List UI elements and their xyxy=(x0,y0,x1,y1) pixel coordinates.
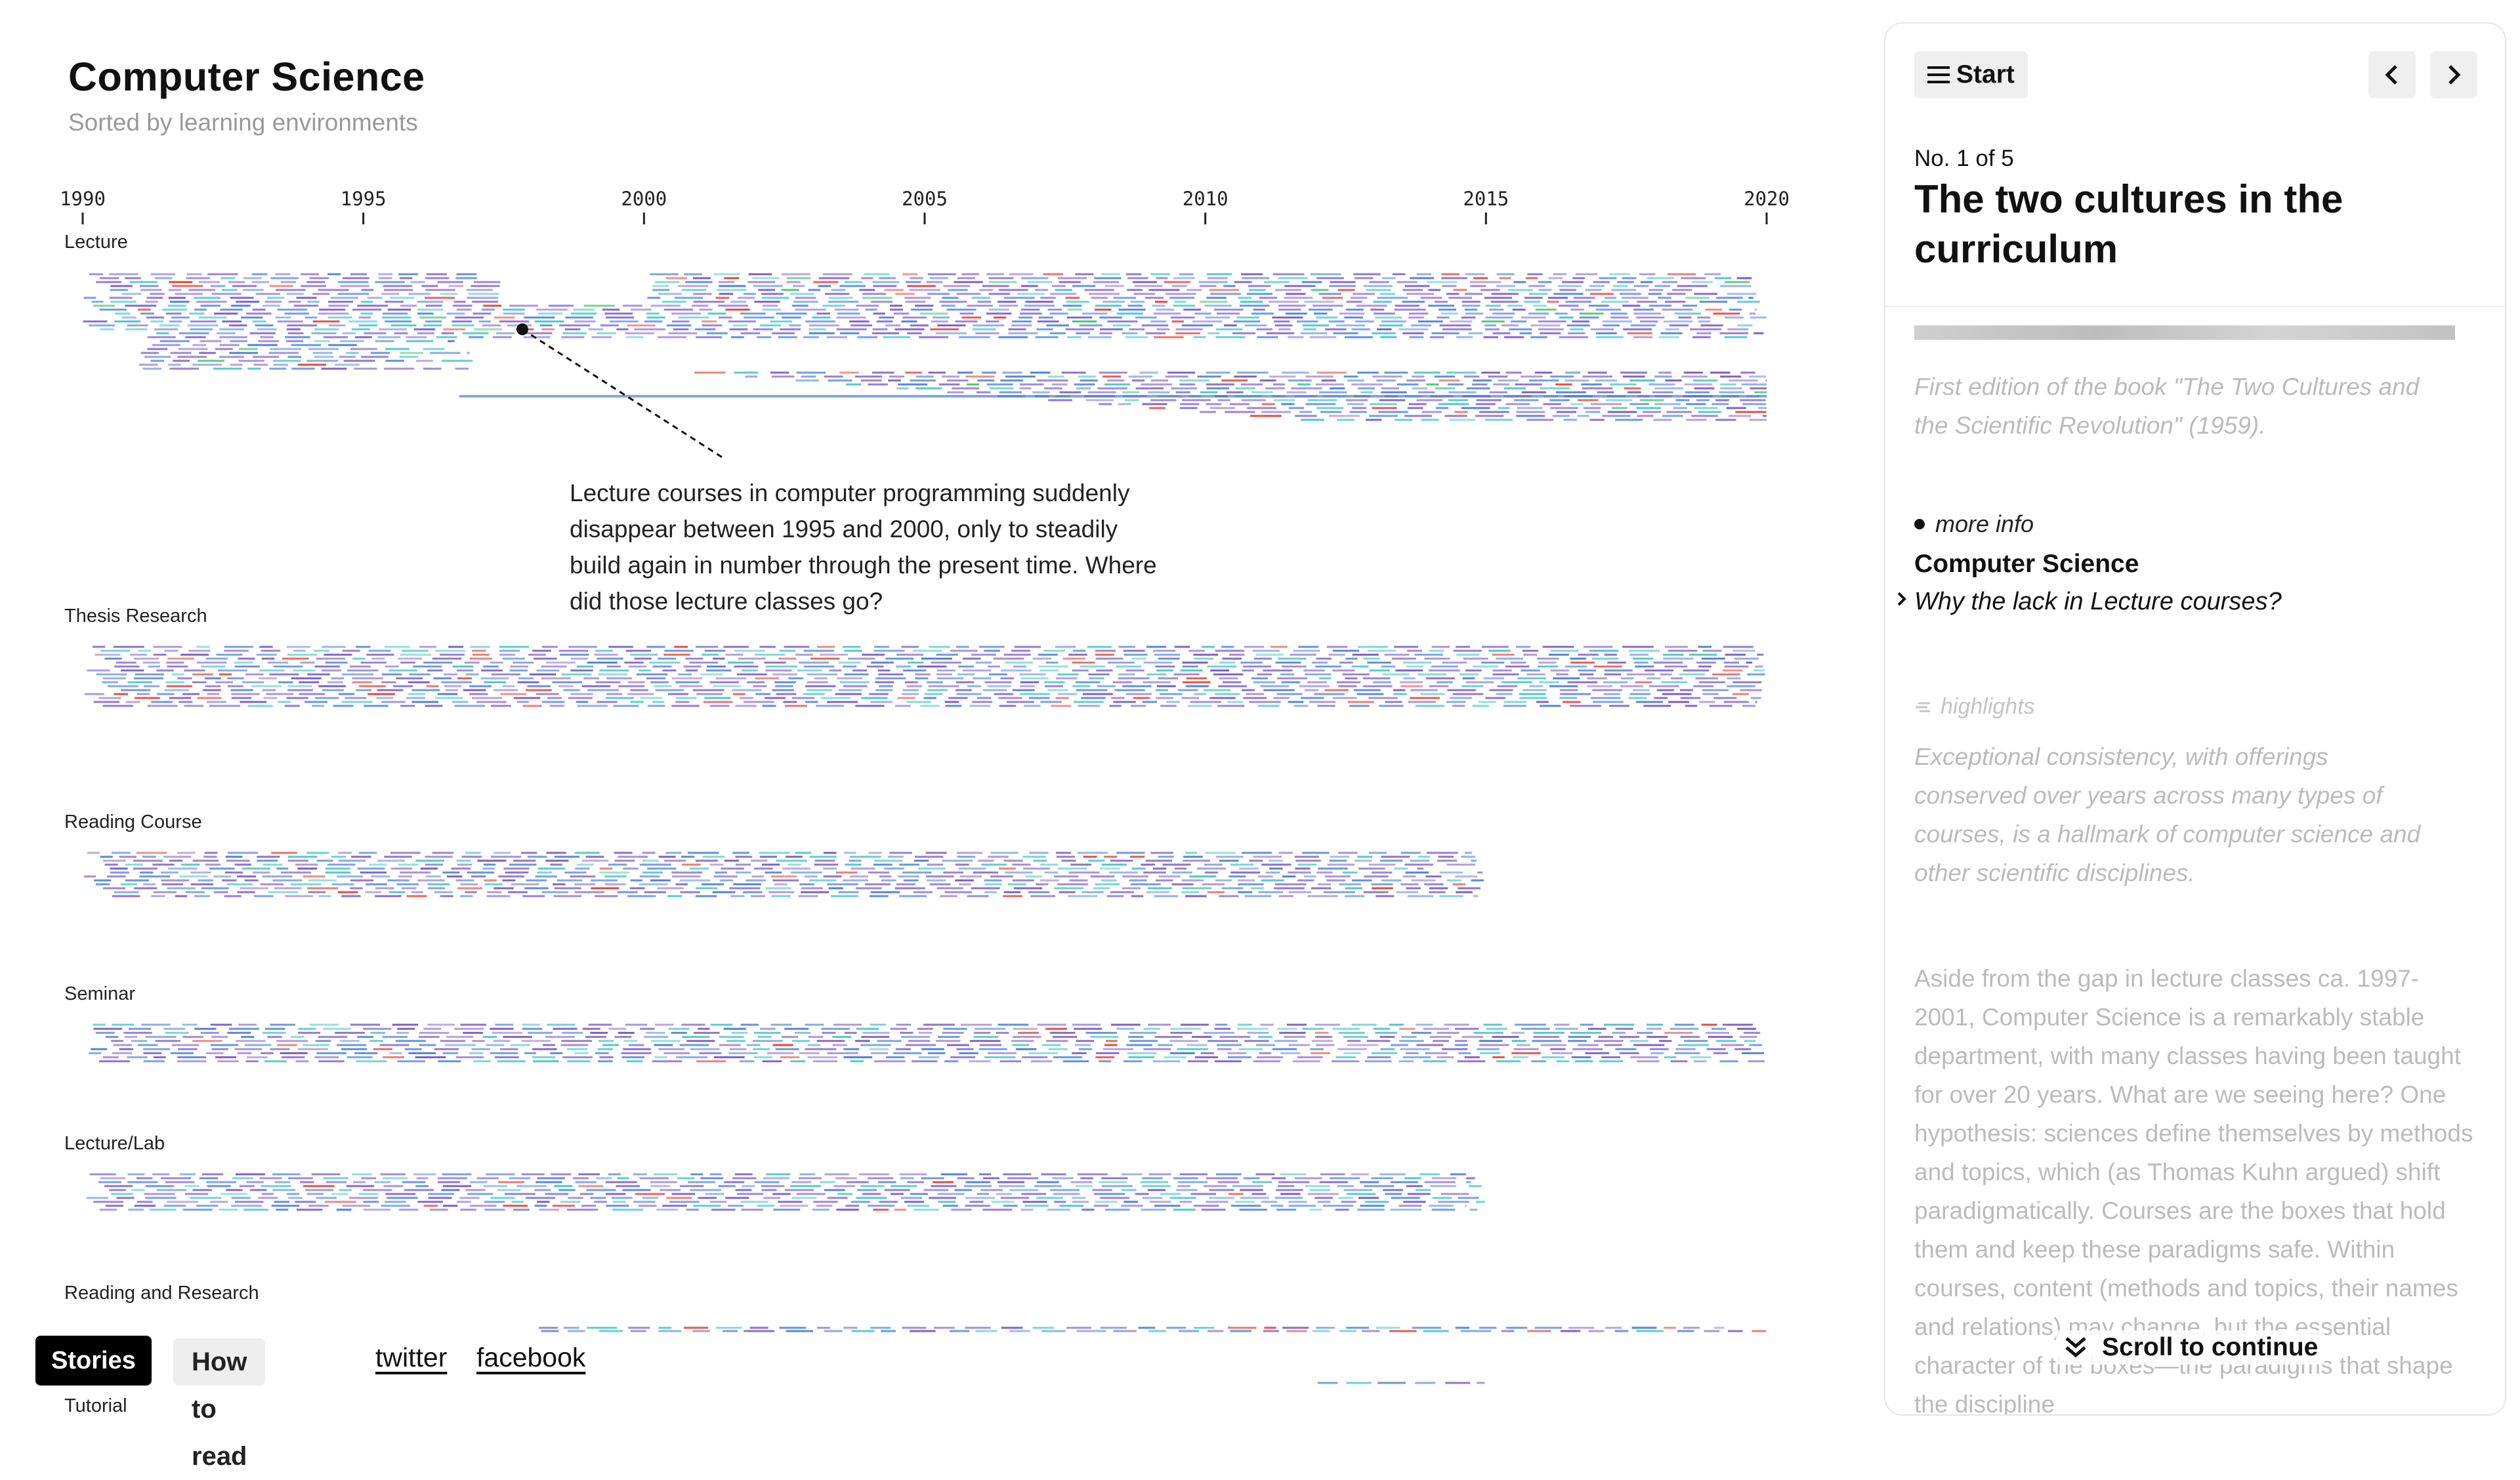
page-title: Computer Science xyxy=(68,54,425,99)
scroll-label: Scroll to continue xyxy=(2102,1333,2319,1361)
group-reading-and-research: Reading and Research xyxy=(64,1283,1767,1332)
story-panel-header: Start No. 1 of 5 The two cultures in the… xyxy=(1885,24,2505,307)
group-reading-course: Reading Course xyxy=(64,812,1484,897)
annotation-pointer xyxy=(516,323,726,461)
annotation-leader-line xyxy=(522,328,726,461)
axis-tick-label: 2015 xyxy=(1463,188,1509,210)
facebook-link[interactable]: facebook xyxy=(476,1342,586,1372)
more-info-link[interactable]: more info xyxy=(1914,510,2034,538)
book-photo xyxy=(1914,325,2455,340)
info-title: Computer Science xyxy=(1914,550,2139,578)
group-lecture: Lecture xyxy=(64,232,1767,421)
stage: 1990 1995 2000 2005 2010 2015 2020 Lecture Thes… xyxy=(35,22,2506,1471)
group-label: Tutorial xyxy=(64,1395,127,1416)
highlights-toggle[interactable]: highlights xyxy=(1914,694,2035,720)
group-label: Lecture/Lab xyxy=(64,1133,165,1154)
group-label: Seminar xyxy=(64,983,135,1004)
menu-icon xyxy=(1927,66,1950,83)
story-title: The two cultures in the curriculum xyxy=(1914,177,2343,271)
story-panel: Start No. 1 of 5 The two cultures in the… xyxy=(1884,22,2506,1416)
axis-tick-label: 2005 xyxy=(902,188,948,210)
how-to-read-button[interactable]: How to read xyxy=(173,1338,266,1471)
info-question[interactable]: Why the lack in Lecture courses? xyxy=(1914,588,2282,615)
story-count: No. 1 of 5 xyxy=(1914,146,2014,171)
axis-tick-label: 2000 xyxy=(621,188,667,210)
stories-button[interactable]: Stories xyxy=(35,1336,152,1386)
chevron-right-icon xyxy=(2448,65,2461,85)
photo-caption: First edition of the book "The Two Cultu… xyxy=(1914,373,2420,439)
start-button[interactable]: Start xyxy=(1914,51,2028,98)
axis-tick-label: 1990 xyxy=(60,188,106,210)
group-label: Lecture xyxy=(64,232,128,253)
group-thesis-research: Thesis Research xyxy=(64,606,1765,707)
start-button-label: Start xyxy=(1956,60,2015,89)
highlight-text: Exceptional consistency, with offerings … xyxy=(1914,743,2421,886)
group-seminar: Seminar xyxy=(64,983,1765,1063)
chevron-right-small-icon xyxy=(1897,592,1906,606)
axis-tick-label: 1995 xyxy=(341,188,387,210)
highlights-label: highlights xyxy=(1941,694,2035,719)
axis-tick-label: 2020 xyxy=(1744,188,1790,210)
axis-tick-label: 2010 xyxy=(1183,188,1228,210)
previous-story-button[interactable] xyxy=(2368,51,2416,98)
group-label: Thesis Research xyxy=(64,606,207,627)
page-subtitle: Sorted by learning environments xyxy=(68,109,418,136)
chevron-left-icon xyxy=(2385,65,2397,85)
twitter-link[interactable]: twitter xyxy=(375,1342,448,1372)
time-axis: 1990 1995 2000 2005 2010 2015 2020 xyxy=(60,188,1790,224)
next-story-button[interactable] xyxy=(2430,51,2477,98)
course-timeline-chart: 1990 1995 2000 2005 2010 2015 2020 Lecture Thes… xyxy=(60,188,1790,1416)
group-label: Reading and Research xyxy=(64,1283,259,1304)
group-lecture-lab: Lecture/Lab xyxy=(64,1133,1485,1211)
more-info-label: more info xyxy=(1935,510,2034,537)
story-body-text: Aside from the gap in lecture classes ca… xyxy=(1914,965,2473,1416)
highlights-icon xyxy=(1916,702,1930,712)
scroll-to-continue[interactable]: Scroll to continue xyxy=(2056,1330,2325,1365)
bullet-icon xyxy=(1914,519,1925,529)
annotation-text: Lecture courses in computer programming … xyxy=(570,480,1157,615)
group-label: Reading Course xyxy=(64,812,202,832)
group-tutorial: Tutorial xyxy=(64,1382,1485,1416)
double-chevron-down-icon xyxy=(2065,1337,2086,1358)
course-groups: Lecture Thesis Research Reading Course Semi… xyxy=(64,232,1767,1416)
